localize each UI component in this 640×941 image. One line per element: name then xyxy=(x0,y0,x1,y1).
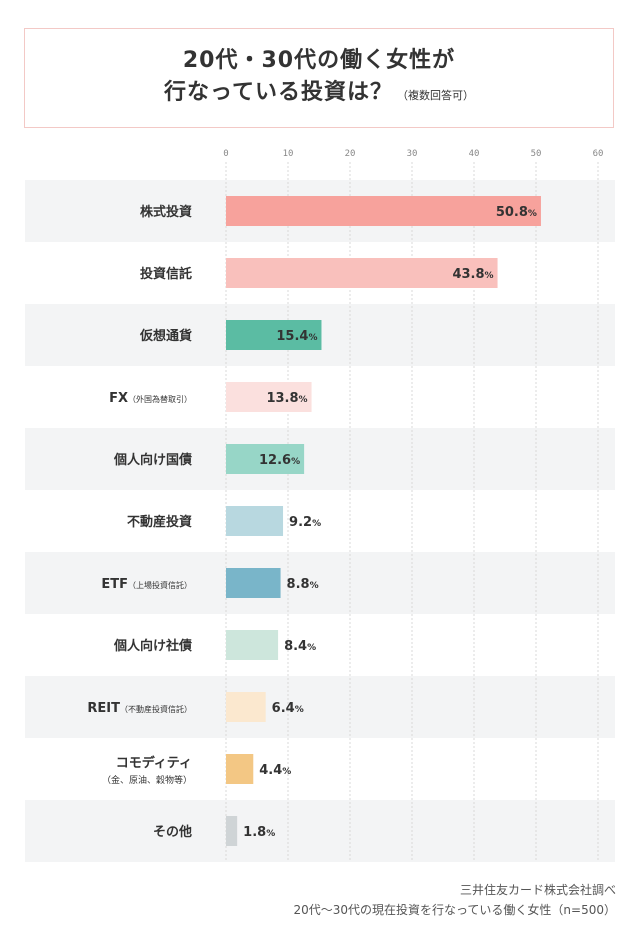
source-note: 三井住友カード株式会社調べ 20代～30代の現在投資を行なっている働く女性（n=… xyxy=(293,880,616,920)
bar xyxy=(226,692,266,722)
chart-title-line1: 20代・30代の働く女性が xyxy=(182,48,456,73)
bar xyxy=(226,754,254,784)
bar xyxy=(226,258,498,288)
row-background xyxy=(25,800,615,862)
chart-title-line2: 行なっている投資は？ （複数回答可） xyxy=(25,77,613,112)
category-label: 個人向け社債 xyxy=(113,638,192,654)
bar xyxy=(226,320,322,350)
row-background xyxy=(25,552,615,614)
bar xyxy=(226,196,541,226)
chart-title-line2-text: 行なっている投資は？ xyxy=(164,80,393,105)
bar-chart: 0 10 20 30 40 50 60 50.8% 株式投資 43.8% 投資信託 15.4% 仮想通貨… xyxy=(25,149,615,862)
category-label: コモディティ xyxy=(116,755,192,771)
bar xyxy=(226,444,305,474)
data-label: 9.2% xyxy=(289,515,321,530)
x-tick-label: 60 xyxy=(593,149,604,159)
bar xyxy=(226,506,284,536)
category-label: 株式投資 xyxy=(140,204,192,220)
category-label: FX（外国為替取引） xyxy=(109,391,192,406)
category-label: 個人向け国債 xyxy=(113,452,192,468)
data-label: 12.6% xyxy=(259,453,300,468)
x-tick-label: 20 xyxy=(345,149,356,159)
category-label: 不動産投資 xyxy=(127,514,192,530)
data-label: 50.8% xyxy=(496,205,537,220)
data-label: 4.4% xyxy=(259,763,291,778)
source-line1: 三井住友カード株式会社調べ xyxy=(459,883,616,897)
x-tick-label: 0 xyxy=(223,149,228,159)
category-label: 投資信託 xyxy=(140,266,192,282)
source-line2: 20代～30代の現在投資を行なっている働く女性（n=500） xyxy=(293,903,616,917)
data-label: 6.4% xyxy=(272,701,304,716)
category-label: 仮想通貨 xyxy=(139,328,192,344)
data-label: 1.8% xyxy=(243,825,275,840)
chart-title-note: （複数回答可） xyxy=(396,89,474,102)
x-tick-label: 10 xyxy=(283,149,294,159)
bar xyxy=(226,382,312,412)
data-label: 15.4% xyxy=(276,329,317,344)
bar xyxy=(226,630,279,660)
data-label: 43.8% xyxy=(452,267,493,282)
x-tick-label: 50 xyxy=(531,149,542,159)
category-label: その他 xyxy=(153,824,192,840)
data-label: 13.8% xyxy=(266,391,307,406)
data-label: 8.8% xyxy=(287,577,319,592)
row-background xyxy=(25,428,615,490)
title-box: 20代・30代の働く女性が 行なっている投資は？ （複数回答可） xyxy=(24,28,614,128)
category-label: ETF（上場投資信託） xyxy=(101,577,192,592)
data-label: 8.4% xyxy=(284,639,316,654)
bar xyxy=(226,816,238,846)
category-sublabel: （金、原油、穀物等） xyxy=(102,774,192,786)
x-tick-label: 30 xyxy=(407,149,418,159)
x-tick-label: 40 xyxy=(469,149,480,159)
category-label: REIT（不動産投資信託） xyxy=(87,701,192,716)
bar xyxy=(226,568,281,598)
row-background xyxy=(25,676,615,738)
